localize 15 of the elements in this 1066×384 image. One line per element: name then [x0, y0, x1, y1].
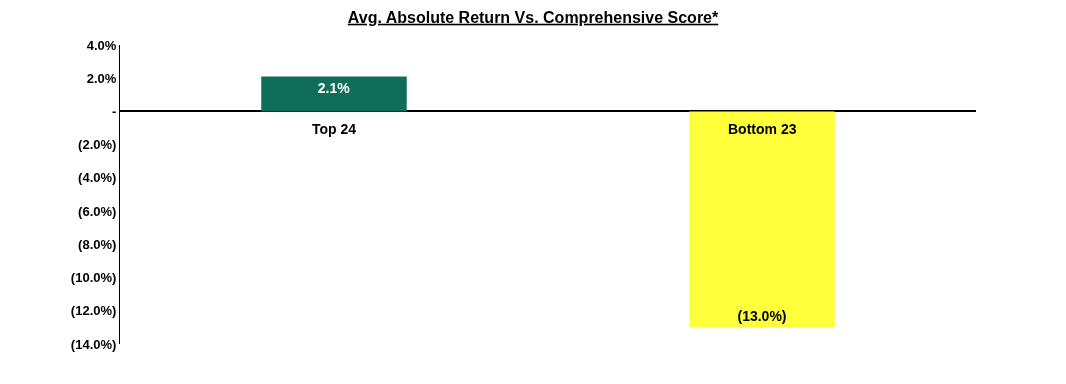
- x-tick-label: Bottom 23: [728, 121, 797, 137]
- data-label: 2.1%: [317, 79, 351, 96]
- y-tick-label: (14.0%): [70, 336, 117, 352]
- y-tick-label: (8.0%): [78, 236, 117, 252]
- data-label: (13.0%): [737, 308, 787, 325]
- y-tick-label: 4.0%: [86, 37, 117, 53]
- y-tick-label: (2.0%): [78, 137, 117, 153]
- y-tick-label: (12.0%): [70, 303, 117, 319]
- y-tick-label: -: [112, 103, 117, 119]
- x-tick-label: Top 24: [312, 121, 357, 137]
- y-tick-label: 2.0%: [86, 70, 117, 86]
- y-tick-label: (6.0%): [78, 203, 117, 219]
- chart-title: Avg. Absolute Return Vs. Comprehensive Score*: [347, 8, 719, 26]
- y-tick-label: (10.0%): [70, 270, 117, 286]
- y-tick-label: (4.0%): [78, 170, 117, 186]
